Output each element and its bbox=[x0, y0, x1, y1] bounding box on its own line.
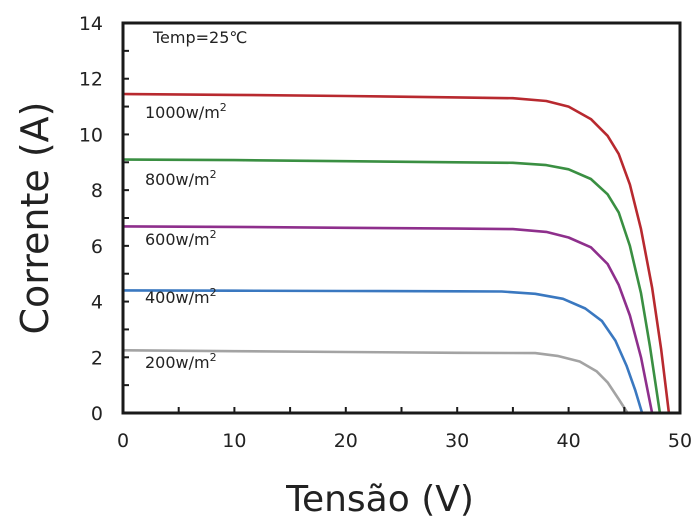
series-line-4 bbox=[122, 349, 629, 414]
series-label-4: 200w/m2 bbox=[145, 351, 217, 372]
y-tick-label: 12 bbox=[79, 69, 103, 91]
y-tick-label: 8 bbox=[91, 180, 103, 202]
temperature-annotation: Temp=25℃ bbox=[152, 28, 247, 47]
x-tick-label: 10 bbox=[222, 430, 246, 452]
y-tick-label: 4 bbox=[91, 292, 103, 314]
series-line-1 bbox=[122, 158, 662, 414]
series-label-0: 1000w/m2 bbox=[145, 101, 227, 122]
series-line-0 bbox=[122, 92, 671, 414]
series-label-3: 400w/m2 bbox=[145, 286, 217, 307]
x-tick-label: 40 bbox=[557, 430, 581, 452]
y-tick-label: 2 bbox=[91, 347, 103, 369]
y-tick-label: 14 bbox=[79, 13, 103, 35]
x-tick-label: 30 bbox=[445, 430, 469, 452]
x-tick-label: 20 bbox=[334, 430, 358, 452]
series-line-2 bbox=[122, 225, 654, 414]
series-label-2: 600w/m2 bbox=[145, 228, 217, 249]
x-axis-label: Tensão (V) bbox=[285, 479, 474, 518]
x-tick-label: 50 bbox=[668, 430, 692, 452]
series-line-3 bbox=[122, 289, 644, 414]
y-tick-label: 10 bbox=[79, 124, 103, 146]
y-axis-label: Corrente (A) bbox=[13, 102, 57, 335]
series-label-1: 800w/m2 bbox=[145, 168, 217, 189]
plot-area: 1000w/m2 800w/m2 600w/m2 400w/m2 200w/m2 0 10 2… bbox=[79, 13, 692, 452]
x-tick-label: 0 bbox=[117, 430, 129, 452]
y-tick-label: 6 bbox=[91, 236, 103, 258]
y-tick-label: 0 bbox=[91, 403, 103, 425]
